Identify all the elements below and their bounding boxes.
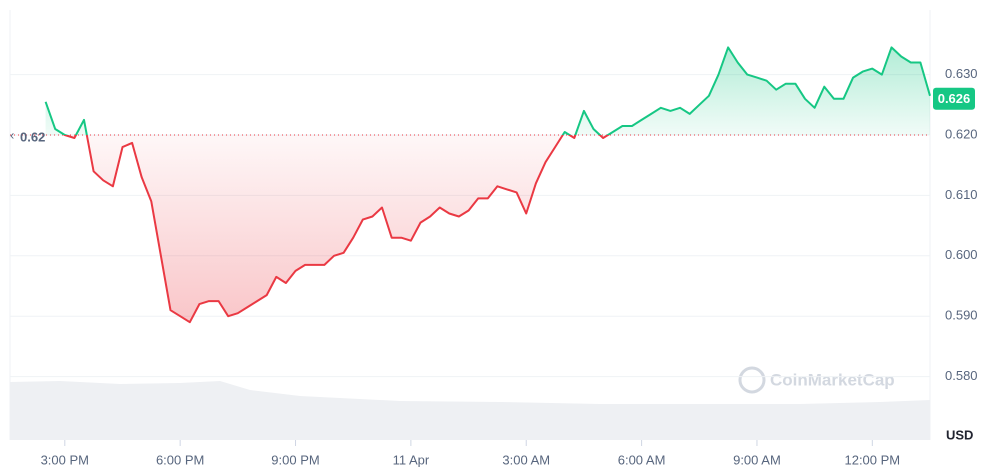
x-tick-label: 12:00 PM <box>844 452 900 467</box>
baseline-arrow: ‹ <box>10 127 14 142</box>
volume-area <box>10 381 930 440</box>
x-tick-label: 11 Apr <box>393 452 430 467</box>
current-price-badge <box>933 87 975 110</box>
watermark-text: CoinMarketCap <box>770 370 895 389</box>
currency-label: USD <box>946 427 973 442</box>
x-tick-label: 6:00 PM <box>156 452 204 467</box>
y-tick-label: 0.590 <box>945 308 978 323</box>
x-tick-label: 3:00 AM <box>502 452 550 467</box>
current-price-label: 0.626 <box>938 91 971 106</box>
price-area <box>45 47 931 323</box>
x-tick-label: 3:00 PM <box>41 452 89 467</box>
y-tick-label: 0.620 <box>945 126 978 141</box>
x-tick-label: 9:00 AM <box>733 452 781 467</box>
y-tick-label: 0.580 <box>945 368 978 383</box>
x-tick-label: 9:00 PM <box>271 452 319 467</box>
price-line <box>44 46 931 324</box>
watermark: CoinMarketCap <box>738 366 895 394</box>
y-tick-label: 0.610 <box>945 187 978 202</box>
baseline-label: 0.62 <box>20 129 45 144</box>
y-tick-label: 0.630 <box>945 66 978 81</box>
y-tick-label: 0.600 <box>945 247 978 262</box>
x-tick-label: 6:00 AM <box>618 452 666 467</box>
